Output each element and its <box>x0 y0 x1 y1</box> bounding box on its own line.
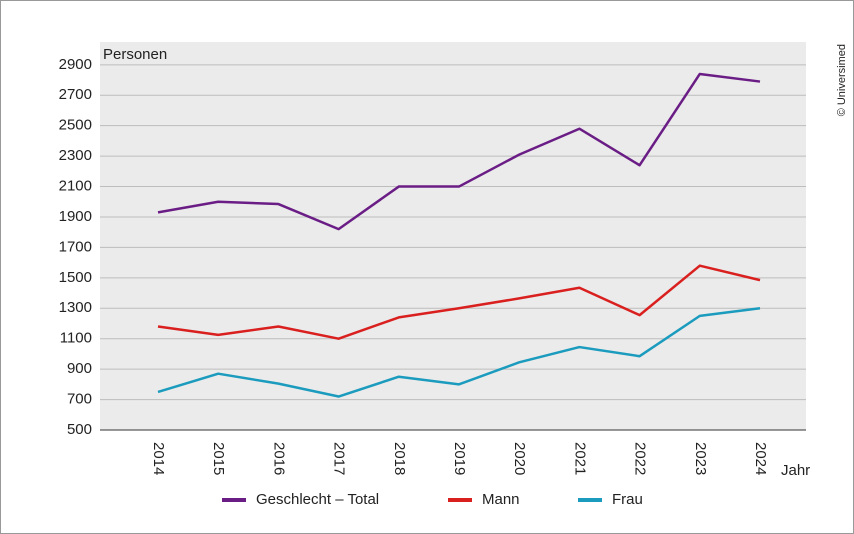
x-tick-label: 2024 <box>752 442 769 475</box>
y-tick-label: 1100 <box>60 330 92 347</box>
x-tick-label: 2019 <box>451 442 468 475</box>
y-tick-label: 2900 <box>59 56 92 73</box>
y-tick-label: 1700 <box>59 238 92 255</box>
y-tick-label: 2500 <box>59 117 92 134</box>
x-tick-label: 2023 <box>692 442 709 475</box>
x-tick-label: 2018 <box>391 442 408 475</box>
x-tick-label: 2021 <box>571 442 588 475</box>
x-tick-label: 2020 <box>511 442 528 475</box>
y-tick-label: 700 <box>67 391 92 408</box>
plot-area <box>100 42 806 430</box>
x-axis-label: Jahr <box>781 462 810 479</box>
credit: © Universimed <box>836 44 848 116</box>
y-tick-label: 1500 <box>59 269 92 286</box>
y-tick-label: 2700 <box>59 86 92 103</box>
series-line <box>157 264 761 340</box>
legend-label: Mann <box>482 491 520 508</box>
legend-label: Geschlecht – Total <box>256 491 379 508</box>
series-line <box>157 72 761 231</box>
legend-label: Frau <box>612 491 643 508</box>
y-tick-label: 2300 <box>59 147 92 164</box>
y-tick-label: 2100 <box>59 178 92 195</box>
series-line <box>157 307 761 398</box>
y-tick-label: 1900 <box>59 208 92 225</box>
y-tick-label: 900 <box>67 360 92 377</box>
y-tick-label: 500 <box>67 421 92 438</box>
x-tick-label: 2017 <box>331 442 348 475</box>
x-tick-label: 2015 <box>210 442 227 475</box>
y-axis-label: Personen <box>103 46 167 63</box>
x-tick-label: 2016 <box>270 442 287 475</box>
y-tick-label: 1300 <box>59 299 92 316</box>
x-tick-label: 2022 <box>632 442 649 475</box>
x-tick-label: 2014 <box>150 442 167 475</box>
